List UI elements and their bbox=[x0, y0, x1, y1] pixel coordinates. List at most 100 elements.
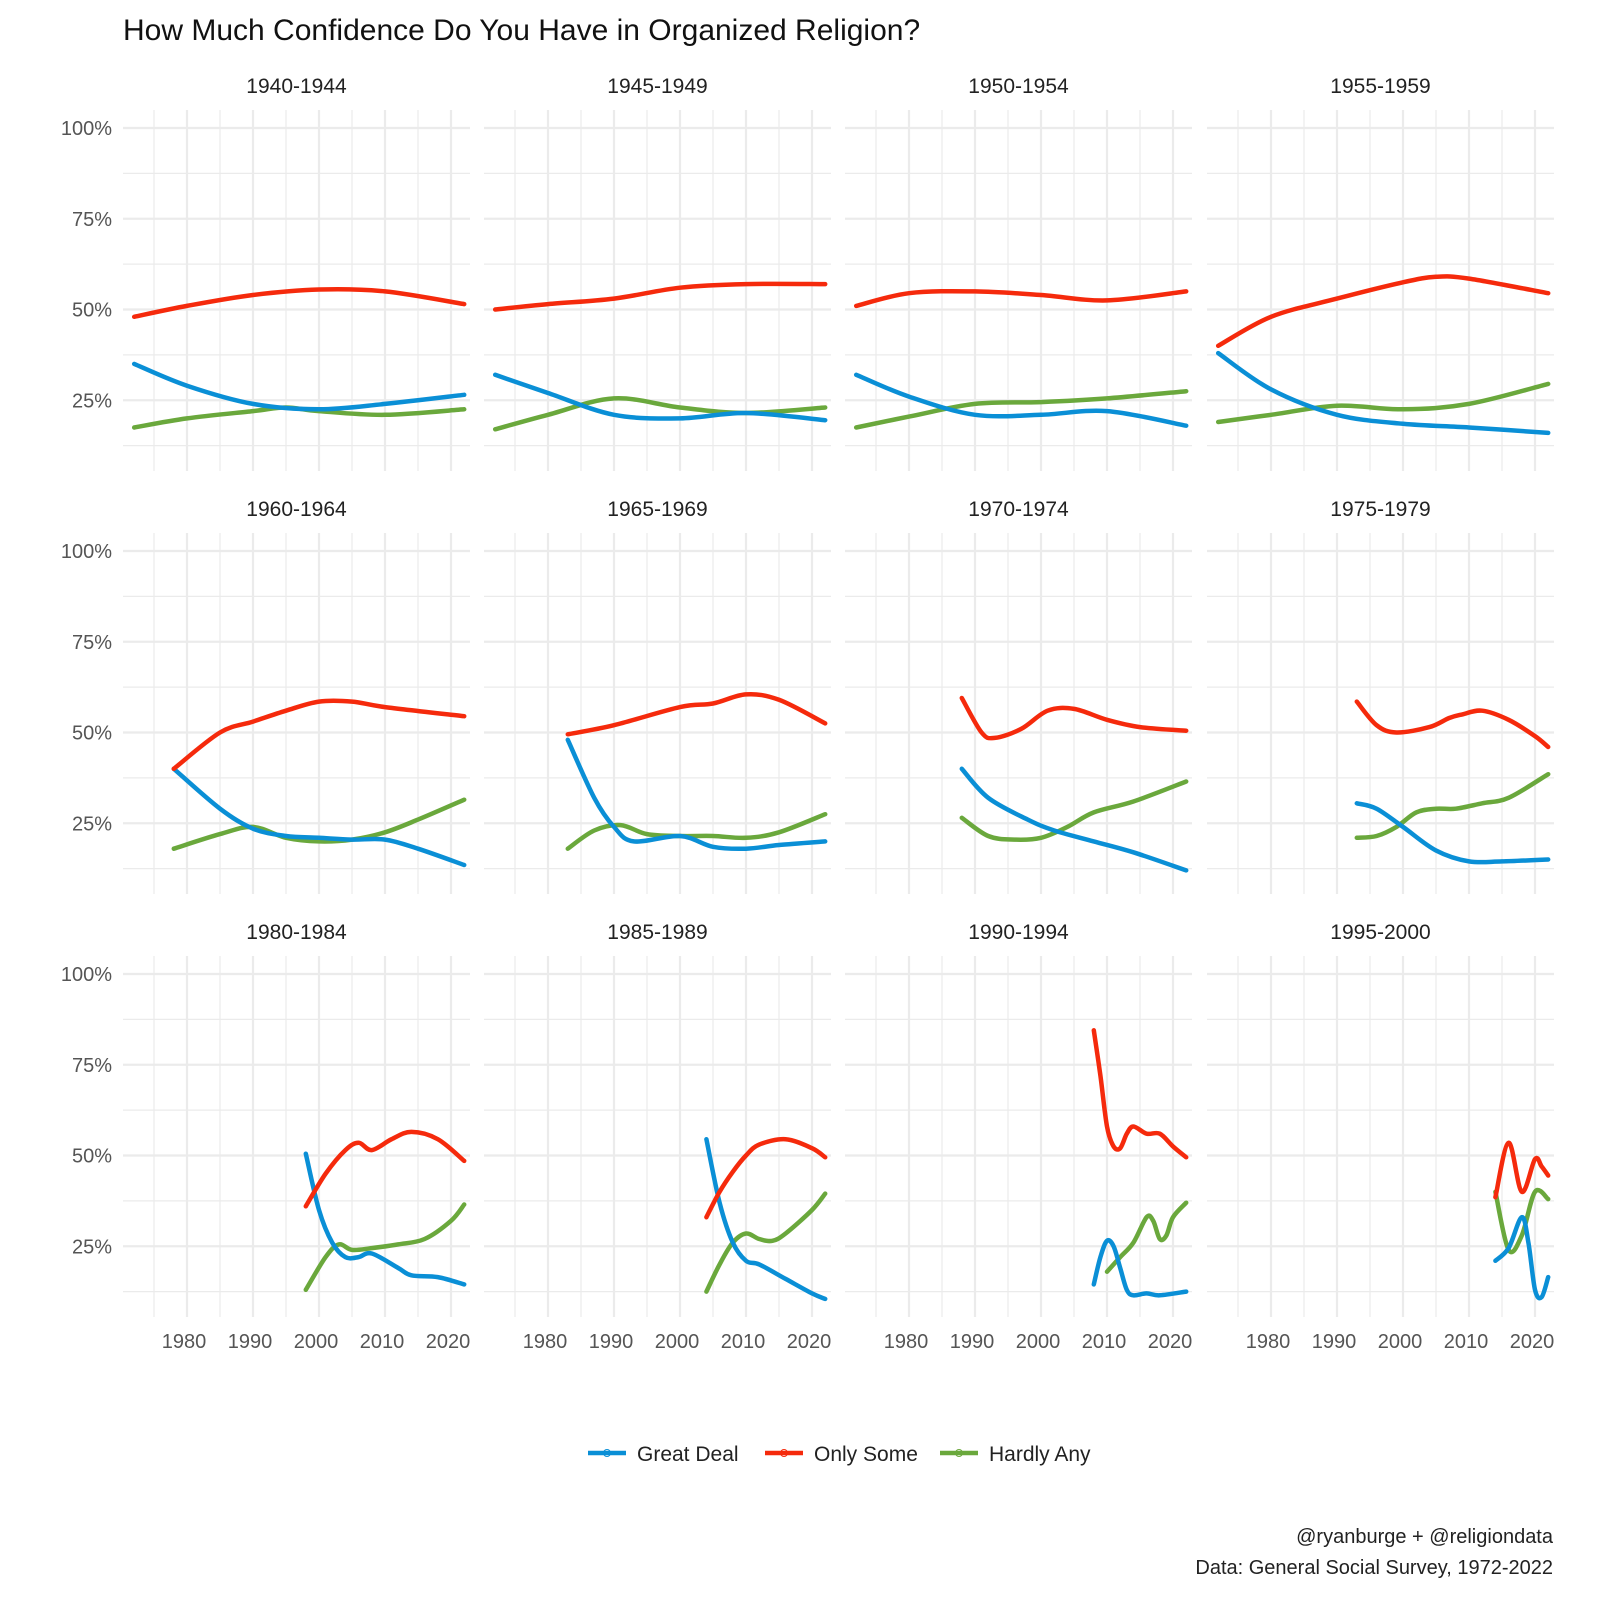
x-tick-label: 2000 bbox=[294, 1331, 339, 1353]
panel-strip-label: 1970-1974 bbox=[968, 498, 1069, 521]
x-tick-label: 1980 bbox=[523, 1331, 568, 1353]
y-tick-label: 25% bbox=[72, 1236, 112, 1258]
panel-1980-1984: 1980-1984 100% 75% 50% 25% 1980 1990 2000 2010 20… bbox=[61, 921, 470, 1353]
chart-title: How Much Confidence Do You Have in Organ… bbox=[123, 14, 920, 47]
series-line-only-some bbox=[704, 1136, 828, 1220]
legend-key-point bbox=[780, 1449, 788, 1457]
series-line-hardly-any bbox=[303, 1202, 467, 1293]
y-tick-label: 50% bbox=[72, 300, 112, 322]
series-line-great-deal bbox=[1215, 350, 1551, 436]
series-line-great-deal bbox=[492, 372, 828, 423]
x-tick-label: 2000 bbox=[655, 1331, 700, 1353]
series-line-great-deal bbox=[1091, 1238, 1189, 1298]
legend-item-only-some: Only Some bbox=[765, 1443, 918, 1466]
panel-1945-1949: 1945-1949 bbox=[484, 75, 831, 471]
series-line-only-some bbox=[492, 281, 828, 312]
series-line-only-some bbox=[303, 1129, 467, 1209]
series-line-hardly-any bbox=[1354, 771, 1551, 841]
series-line-only-some bbox=[1215, 274, 1551, 349]
x-tick-label: 1980 bbox=[1246, 1331, 1291, 1353]
series-line-hardly-any bbox=[704, 1191, 828, 1294]
x-tick-label: 2000 bbox=[1016, 1331, 1061, 1353]
series-line-hardly-any bbox=[171, 797, 467, 851]
series-line-hardly-any bbox=[959, 779, 1189, 842]
panel-1970-1974: 1970-1974 bbox=[845, 498, 1192, 894]
legend-label: Great Deal bbox=[637, 1443, 739, 1466]
legend-key-point bbox=[603, 1449, 611, 1457]
panel-1960-1964: 1960-1964 100% 75% 50% 25% bbox=[61, 498, 470, 894]
legend-item-hardly-any: Hardly Any bbox=[940, 1443, 1091, 1466]
series-line-great-deal bbox=[1493, 1215, 1551, 1301]
panel-1975-1979: 1975-1979 bbox=[1207, 498, 1554, 894]
y-tick-label: 100% bbox=[61, 541, 112, 563]
caption-source: Data: General Social Survey, 1972-2022 bbox=[1195, 1557, 1553, 1579]
y-tick-label: 50% bbox=[72, 1146, 112, 1168]
panel-1985-1989: 1985-1989 1980 1990 2000 2010 2020 bbox=[484, 921, 831, 1353]
panel-strip-label: 1955-1959 bbox=[1330, 75, 1430, 98]
y-tick-label: 25% bbox=[72, 390, 112, 412]
series-line-great-deal bbox=[959, 766, 1189, 873]
series-line-great-deal bbox=[565, 737, 828, 852]
x-tick-label: 1980 bbox=[884, 1331, 929, 1353]
x-tick-label: 2010 bbox=[1444, 1331, 1489, 1353]
legend-key-point bbox=[955, 1449, 963, 1457]
y-tick-label: 50% bbox=[72, 723, 112, 745]
panel-strip-label: 1960-1964 bbox=[246, 498, 347, 521]
series-line-only-some bbox=[171, 698, 467, 772]
legend: Great Deal Only Some Hardly Any bbox=[588, 1443, 1091, 1466]
panel-strip-label: 1975-1979 bbox=[1330, 498, 1430, 521]
panel-1940-1944: 1940-1944 100% 75% 50% 25% bbox=[61, 75, 470, 471]
legend-label: Only Some bbox=[814, 1443, 918, 1466]
series-line-only-some bbox=[1091, 1028, 1189, 1160]
x-tick-label: 1980 bbox=[162, 1331, 207, 1353]
panel-strip-label: 1980-1984 bbox=[246, 921, 347, 944]
legend-label: Hardly Any bbox=[989, 1443, 1091, 1466]
x-tick-label: 1990 bbox=[228, 1331, 273, 1353]
series-line-hardly-any bbox=[1493, 1187, 1551, 1255]
y-tick-label: 100% bbox=[61, 964, 112, 986]
y-tick-label: 75% bbox=[72, 1055, 112, 1077]
series-line-only-some bbox=[959, 695, 1189, 741]
panel-strip-label: 1940-1944 bbox=[246, 75, 347, 98]
series-line-great-deal bbox=[131, 361, 467, 412]
series-line-hardly-any bbox=[1215, 381, 1551, 425]
x-tick-label: 2020 bbox=[1148, 1331, 1193, 1353]
panel-1955-1959: 1955-1959 bbox=[1207, 75, 1554, 471]
x-tick-label: 1990 bbox=[589, 1331, 634, 1353]
panel-strip-label: 1965-1969 bbox=[607, 498, 707, 521]
caption-author: @ryanburge + @religiondata bbox=[1296, 1526, 1554, 1548]
series-line-great-deal bbox=[303, 1151, 467, 1287]
series-line-only-some bbox=[131, 286, 467, 320]
x-tick-label: 2010 bbox=[721, 1331, 766, 1353]
y-tick-label: 100% bbox=[61, 118, 112, 140]
panel-strip-label: 1995-2000 bbox=[1330, 921, 1430, 944]
legend-item-great-deal: Great Deal bbox=[588, 1443, 739, 1466]
series-line-only-some bbox=[565, 692, 828, 737]
series-line-great-deal bbox=[704, 1136, 828, 1302]
x-tick-label: 2010 bbox=[360, 1331, 405, 1353]
series-line-great-deal bbox=[171, 766, 467, 868]
panel-strip-label: 1985-1989 bbox=[607, 921, 707, 944]
x-tick-label: 2010 bbox=[1082, 1331, 1127, 1353]
panel-strip-label: 1945-1949 bbox=[607, 75, 707, 98]
x-tick-label: 2020 bbox=[1510, 1331, 1555, 1353]
x-tick-label: 2000 bbox=[1378, 1331, 1423, 1353]
panel-1965-1969: 1965-1969 bbox=[484, 498, 831, 894]
y-tick-label: 25% bbox=[72, 813, 112, 835]
series-line-only-some bbox=[1354, 699, 1551, 750]
series-line-hardly-any bbox=[1104, 1200, 1189, 1274]
y-tick-label: 75% bbox=[72, 632, 112, 654]
panel-1950-1954: 1950-1954 bbox=[845, 75, 1192, 471]
x-tick-label: 1990 bbox=[950, 1331, 995, 1353]
series-line-hardly-any bbox=[853, 388, 1189, 430]
series-line-only-some bbox=[1493, 1140, 1551, 1200]
x-tick-label: 1990 bbox=[1312, 1331, 1357, 1353]
y-tick-label: 75% bbox=[72, 209, 112, 231]
panel-strip-label: 1950-1954 bbox=[968, 75, 1069, 98]
panel-1990-1994: 1990-1994 1980 1990 2000 2010 2020 bbox=[845, 921, 1192, 1353]
series-line-great-deal bbox=[853, 372, 1189, 428]
series-line-great-deal bbox=[1354, 801, 1551, 865]
x-tick-label: 2020 bbox=[426, 1331, 471, 1353]
panel-strip-label: 1990-1994 bbox=[968, 921, 1069, 944]
